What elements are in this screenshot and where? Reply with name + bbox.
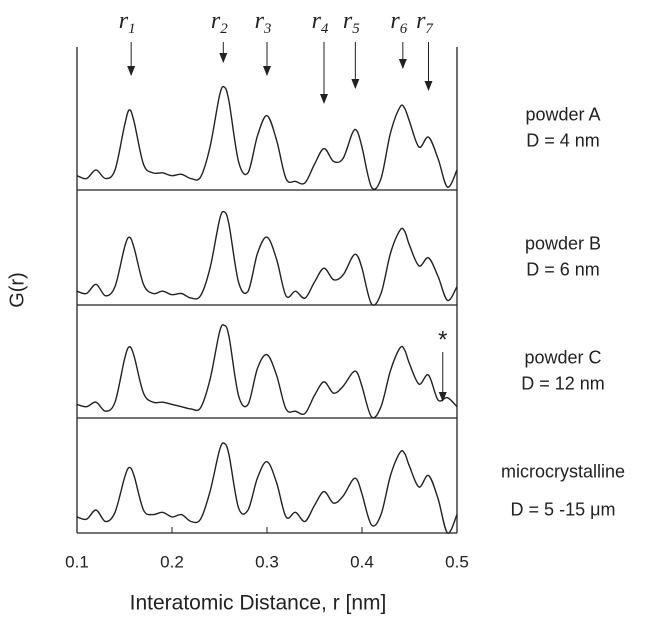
annotation-text: r — [343, 8, 353, 34]
annotation-label: r6 — [390, 8, 407, 38]
annotation-sub: 3 — [263, 21, 272, 37]
note-label: * — [438, 326, 447, 353]
arrow-head — [424, 81, 433, 91]
annotation-label: r5 — [343, 8, 360, 38]
annotation-label: r3 — [255, 8, 272, 38]
annotation-text: r — [416, 8, 426, 34]
arrow-head — [351, 79, 360, 89]
arrow-head — [219, 53, 228, 63]
annotation-text: r — [255, 8, 265, 34]
g-r-curve — [76, 442, 458, 534]
annotation-sub: 7 — [425, 21, 434, 37]
size-label: D = 5 -15 μm — [511, 499, 616, 519]
annotation-sub: 1 — [128, 21, 136, 37]
arrow-head — [398, 59, 407, 69]
annotation-label: r2 — [211, 8, 228, 38]
arrow-head — [263, 66, 271, 76]
annotation-text: r — [312, 8, 322, 34]
annotation-text: r — [390, 8, 400, 34]
size-label: D = 6 nm — [526, 259, 600, 279]
annotation-label: r4 — [312, 8, 329, 38]
arrow-head — [438, 392, 447, 402]
annotation-sub: 6 — [400, 21, 408, 37]
legend-label: powder B — [525, 233, 601, 253]
x-axis-label: Interatomic Distance, r [nm] — [130, 592, 387, 615]
g-r-curve — [76, 210, 458, 306]
size-label: D = 12 nm — [521, 373, 605, 393]
annotation-sub: 4 — [321, 21, 329, 37]
legend-label: powder A — [525, 104, 600, 124]
annotation-sub: 2 — [220, 21, 228, 37]
annotation-text: r — [211, 8, 221, 34]
x-tick-label: 0.1 — [65, 552, 89, 571]
g-r-curve — [76, 324, 458, 419]
annotation-label: r7 — [416, 8, 434, 38]
x-tick-label: 0.3 — [255, 552, 279, 571]
annotation-label: r1 — [119, 8, 136, 38]
annotation-text: r — [119, 8, 129, 34]
arrow-head — [127, 66, 136, 76]
x-tick-label: 0.4 — [350, 552, 374, 571]
y-axis-label: G(r) — [6, 272, 28, 308]
g-r-curve — [76, 85, 458, 190]
legend-label: powder C — [524, 347, 601, 367]
annotation-sub: 5 — [352, 21, 360, 37]
legend-label: microcrystalline — [501, 461, 625, 481]
x-tick-label: 0.5 — [445, 552, 469, 571]
size-label: D = 4 nm — [526, 130, 600, 150]
x-tick-label: 0.2 — [160, 552, 184, 571]
arrow-head — [320, 94, 328, 104]
